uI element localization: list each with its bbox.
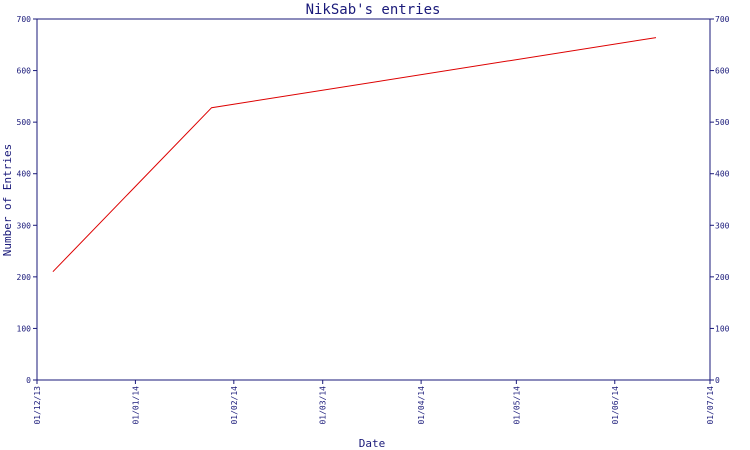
y-axis-left: 0 100 200 300 400 500 600 700: [17, 15, 37, 385]
y-tick-label-right: 100: [715, 324, 730, 333]
x-tick-label: 01/05/14: [512, 386, 521, 425]
x-tick-label: 01/03/14: [319, 386, 328, 425]
x-axis: 01/12/13 01/01/14 01/02/14 01/03/14 01/04/14…: [33, 380, 715, 425]
y-tick-label-right: 0: [715, 376, 720, 385]
y-tick-label-right: 300: [715, 221, 730, 230]
y-axis-label: Number of Entries: [1, 144, 14, 257]
chart-title: NikSab's entries: [306, 2, 441, 18]
y-tick-label-left: 100: [17, 324, 32, 333]
x-tick-label: 01/12/13: [33, 386, 42, 425]
y-tick-label-right: 400: [715, 170, 730, 179]
x-tick-label: 01/01/14: [131, 386, 140, 425]
x-tick-label: 01/06/14: [611, 386, 620, 425]
x-tick-label: 01/04/14: [417, 386, 426, 425]
plot-area-frame: [36, 18, 711, 381]
y-tick-label-left: 0: [26, 376, 31, 385]
y-tick-label-left: 400: [17, 170, 32, 179]
y-tick-label-right: 600: [715, 67, 730, 76]
y-tick-label-left: 700: [17, 15, 32, 24]
y-tick-label-right: 200: [715, 273, 730, 282]
series-line: [52, 37, 657, 273]
y-tick-label-right: 500: [715, 118, 730, 127]
y-axis-right: 0 100 200 300 400 500 600 700: [710, 15, 730, 385]
y-tick-label-left: 300: [17, 221, 32, 230]
x-axis-label: Date: [359, 437, 386, 450]
y-tick-label-right: 700: [715, 15, 730, 24]
y-tick-label-left: 500: [17, 118, 32, 127]
y-tick-label-left: 600: [17, 67, 32, 76]
x-tick-label: 01/02/14: [230, 386, 239, 425]
series-layer: [52, 37, 657, 273]
x-tick-label: 01/07/14: [706, 386, 715, 425]
y-tick-label-left: 200: [17, 273, 32, 282]
